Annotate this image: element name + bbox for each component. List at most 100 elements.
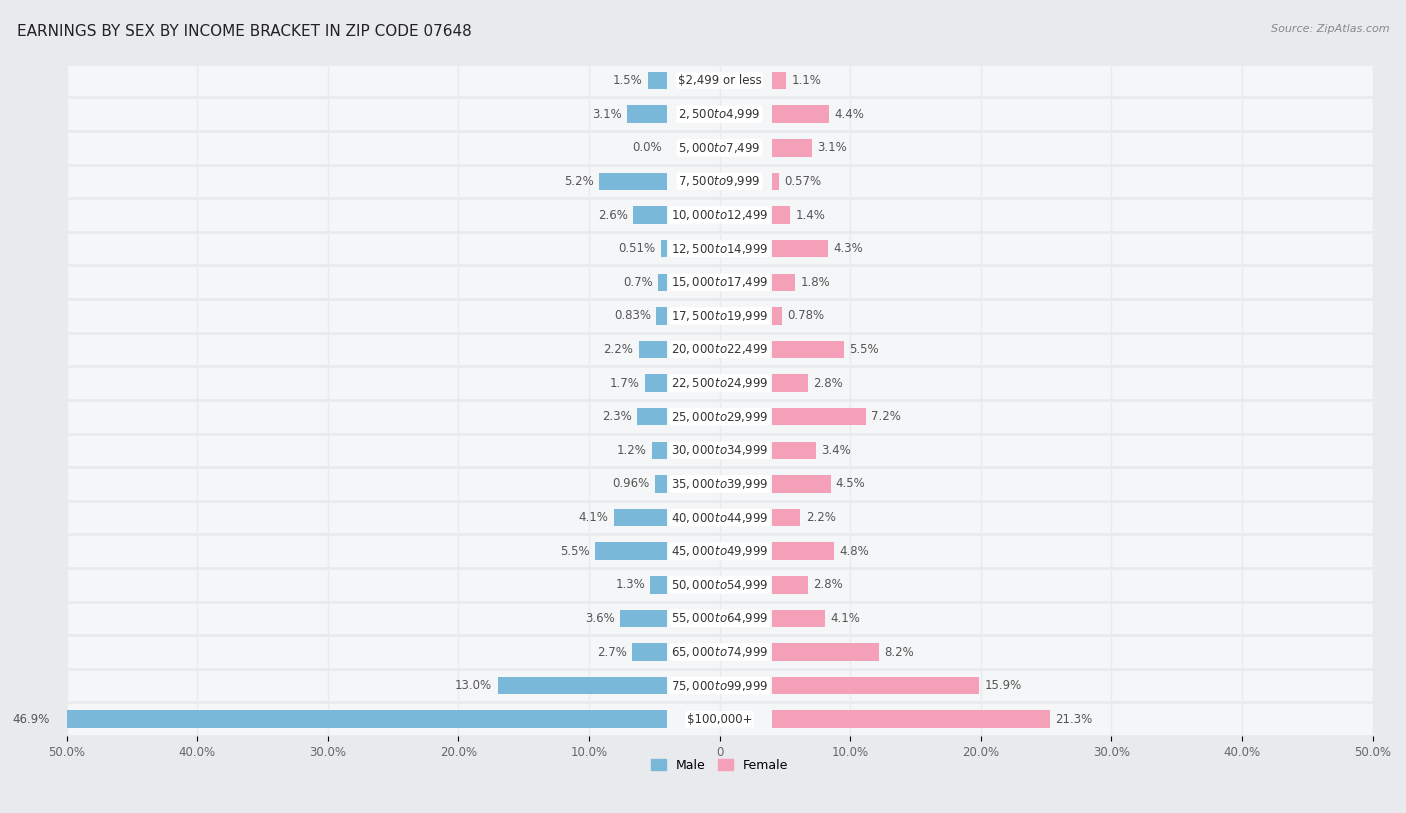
Text: 0.83%: 0.83%	[614, 310, 651, 323]
Bar	[657, 307, 668, 324]
Bar	[638, 341, 668, 359]
Bar	[772, 341, 844, 359]
Bar	[772, 172, 779, 190]
FancyBboxPatch shape	[66, 602, 1372, 635]
FancyBboxPatch shape	[66, 534, 1372, 568]
FancyBboxPatch shape	[66, 433, 1372, 467]
Text: 2.8%: 2.8%	[814, 578, 844, 591]
Text: 4.4%: 4.4%	[834, 107, 865, 120]
Text: $15,000 to $17,499: $15,000 to $17,499	[671, 276, 768, 289]
Bar	[772, 509, 800, 526]
Bar	[772, 476, 831, 493]
Text: 1.1%: 1.1%	[792, 74, 821, 87]
Bar	[648, 72, 668, 89]
Bar	[772, 643, 879, 661]
Text: $55,000 to $64,999: $55,000 to $64,999	[671, 611, 768, 625]
Text: 2.8%: 2.8%	[814, 376, 844, 389]
FancyBboxPatch shape	[66, 98, 1372, 131]
FancyBboxPatch shape	[66, 266, 1372, 299]
Text: 3.1%: 3.1%	[817, 141, 848, 154]
FancyBboxPatch shape	[66, 164, 1372, 198]
Text: 15.9%: 15.9%	[984, 679, 1022, 692]
Text: 1.5%: 1.5%	[613, 74, 643, 87]
Bar	[645, 374, 668, 392]
Bar	[772, 677, 980, 694]
Bar	[772, 374, 808, 392]
Text: 2.2%: 2.2%	[806, 511, 835, 524]
FancyBboxPatch shape	[66, 400, 1372, 433]
FancyBboxPatch shape	[66, 63, 1372, 98]
Text: 0.57%: 0.57%	[785, 175, 821, 188]
Text: EARNINGS BY SEX BY INCOME BRACKET IN ZIP CODE 07648: EARNINGS BY SEX BY INCOME BRACKET IN ZIP…	[17, 24, 471, 39]
Text: 4.8%: 4.8%	[839, 545, 869, 558]
Text: 1.3%: 1.3%	[616, 578, 645, 591]
Text: 4.1%: 4.1%	[579, 511, 609, 524]
Text: $20,000 to $22,499: $20,000 to $22,499	[671, 342, 768, 356]
Text: 3.4%: 3.4%	[821, 444, 851, 457]
Text: 1.4%: 1.4%	[796, 209, 825, 221]
Bar	[627, 106, 668, 123]
Text: 0.51%: 0.51%	[619, 242, 655, 255]
Bar	[772, 240, 828, 258]
FancyBboxPatch shape	[66, 232, 1372, 266]
Bar	[772, 207, 790, 224]
Bar	[620, 610, 668, 627]
Text: 5.5%: 5.5%	[561, 545, 591, 558]
Text: $2,500 to $4,999: $2,500 to $4,999	[678, 107, 761, 121]
Text: 2.7%: 2.7%	[598, 646, 627, 659]
Text: $30,000 to $34,999: $30,000 to $34,999	[671, 443, 768, 458]
FancyBboxPatch shape	[66, 367, 1372, 400]
Bar	[55, 711, 668, 728]
Text: $5,000 to $7,499: $5,000 to $7,499	[678, 141, 761, 154]
Text: 21.3%: 21.3%	[1054, 713, 1092, 726]
Text: 3.6%: 3.6%	[585, 612, 614, 625]
FancyBboxPatch shape	[66, 198, 1372, 232]
Bar	[655, 476, 668, 493]
Text: $65,000 to $74,999: $65,000 to $74,999	[671, 645, 768, 659]
Bar	[599, 172, 668, 190]
Text: $2,499 or less: $2,499 or less	[678, 74, 762, 87]
Bar	[661, 240, 668, 258]
Bar	[498, 677, 668, 694]
Bar	[633, 643, 668, 661]
Text: $50,000 to $54,999: $50,000 to $54,999	[671, 578, 768, 592]
Bar	[772, 139, 813, 157]
Bar	[772, 711, 1050, 728]
Bar	[772, 106, 830, 123]
Text: $75,000 to $99,999: $75,000 to $99,999	[671, 679, 768, 693]
Text: $7,500 to $9,999: $7,500 to $9,999	[678, 175, 761, 189]
Text: Source: ZipAtlas.com: Source: ZipAtlas.com	[1271, 24, 1389, 34]
Text: 0.0%: 0.0%	[633, 141, 662, 154]
Text: 4.1%: 4.1%	[831, 612, 860, 625]
FancyBboxPatch shape	[66, 669, 1372, 702]
Text: 46.9%: 46.9%	[13, 713, 49, 726]
Bar	[596, 542, 668, 560]
Text: 1.8%: 1.8%	[800, 276, 830, 289]
FancyBboxPatch shape	[66, 333, 1372, 367]
Text: 8.2%: 8.2%	[884, 646, 914, 659]
Text: $40,000 to $44,999: $40,000 to $44,999	[671, 511, 768, 524]
Text: 1.2%: 1.2%	[616, 444, 647, 457]
Text: 4.5%: 4.5%	[835, 477, 866, 490]
Bar	[658, 273, 668, 291]
Text: $10,000 to $12,499: $10,000 to $12,499	[671, 208, 768, 222]
Bar	[772, 273, 796, 291]
Bar	[772, 307, 782, 324]
Text: $17,500 to $19,999: $17,500 to $19,999	[671, 309, 768, 323]
Text: 1.7%: 1.7%	[610, 376, 640, 389]
Text: $12,500 to $14,999: $12,500 to $14,999	[671, 241, 768, 255]
Bar	[772, 542, 834, 560]
FancyBboxPatch shape	[66, 131, 1372, 164]
Text: $45,000 to $49,999: $45,000 to $49,999	[671, 544, 768, 559]
Bar	[651, 441, 668, 459]
Text: 4.3%: 4.3%	[834, 242, 863, 255]
Text: 5.2%: 5.2%	[564, 175, 595, 188]
Bar	[772, 408, 866, 425]
FancyBboxPatch shape	[66, 467, 1372, 501]
Bar	[633, 207, 668, 224]
FancyBboxPatch shape	[66, 635, 1372, 669]
Text: 2.3%: 2.3%	[602, 411, 633, 424]
Text: 0.96%: 0.96%	[612, 477, 650, 490]
FancyBboxPatch shape	[66, 702, 1372, 736]
Text: 0.7%: 0.7%	[623, 276, 652, 289]
